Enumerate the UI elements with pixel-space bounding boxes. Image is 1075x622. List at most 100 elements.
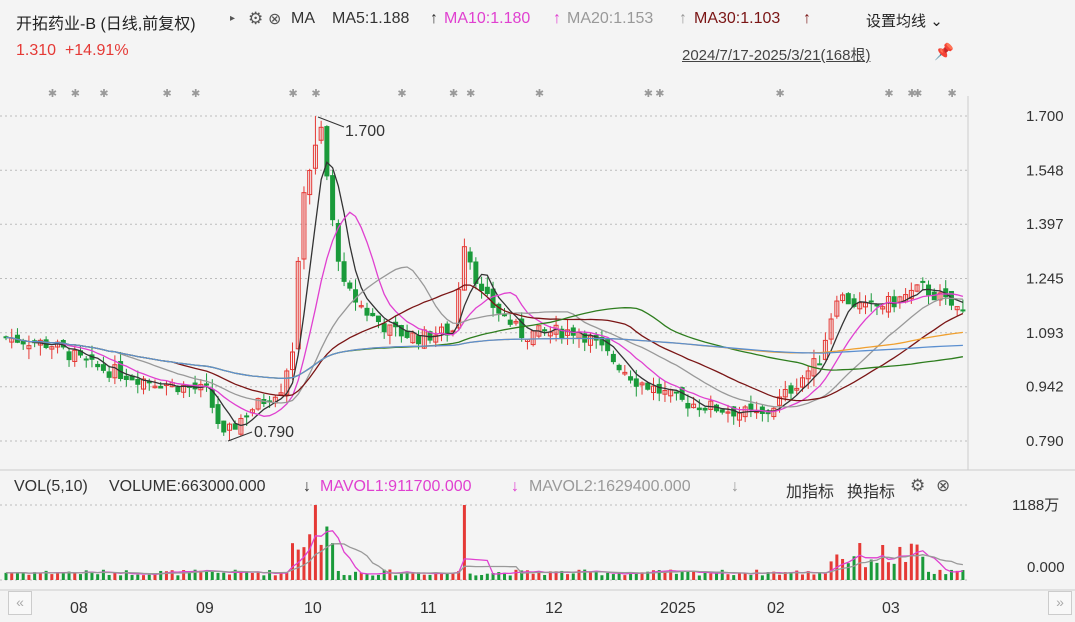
candle-body (960, 309, 966, 312)
price-annotations: 1.700 0.790 (227, 116, 385, 442)
ma5-value: MA5:1.188 (332, 10, 410, 27)
volume-bar (331, 543, 335, 580)
volume-bar (245, 571, 249, 580)
volume-bar (858, 543, 862, 580)
volume-bar (388, 569, 392, 580)
volume-bar (869, 559, 873, 580)
volume-bar (554, 571, 558, 580)
vol-title[interactable]: VOL(5,10) (14, 478, 88, 495)
candle-body (341, 261, 347, 282)
volume-bar (743, 573, 747, 580)
price-tick-label: 1.548 (1026, 162, 1064, 179)
volume-bar (720, 569, 724, 580)
volume-bar (451, 572, 455, 580)
scroll-left-icon[interactable]: « (8, 591, 32, 615)
candle-body (502, 314, 508, 317)
volume-bar (101, 569, 105, 580)
candle-body (794, 387, 800, 391)
scroll-right-icon[interactable]: » (1048, 591, 1072, 615)
volume-bar (783, 572, 787, 580)
volume-bar (342, 574, 346, 580)
volume-bar (800, 574, 804, 580)
volume-bar (222, 572, 226, 580)
event-marker-icon: ✱ (311, 88, 320, 100)
add-indicator-button[interactable]: 加指标 (786, 484, 835, 501)
volume-bar (686, 570, 690, 580)
candle-body (937, 292, 943, 301)
candle-body (358, 305, 364, 308)
candle-body (513, 320, 519, 324)
candle-body (885, 295, 891, 313)
volume-bar (394, 575, 398, 580)
candle-body (845, 293, 851, 305)
candle-body (696, 407, 702, 411)
volume-bar (365, 574, 369, 580)
volume-bars[interactable] (4, 505, 965, 580)
event-marker-icon: ✱ (466, 88, 475, 100)
candle-body (146, 381, 152, 384)
mavol1-line (5, 530, 963, 576)
volume-bar (417, 572, 421, 580)
volume-bar (892, 563, 896, 580)
candle-body (656, 383, 662, 394)
volume-bar (674, 573, 678, 580)
volume-bar (164, 571, 168, 580)
event-marker-icon: ✱ (947, 88, 956, 100)
pin-icon[interactable]: 📌 (934, 44, 954, 61)
volume-bar (497, 572, 501, 580)
low-arrow (227, 431, 253, 442)
time-tick-label: 02 (767, 600, 785, 617)
ma60-line (5, 307, 964, 379)
volume-bar (474, 575, 478, 580)
candle-body (398, 325, 404, 337)
candle-body (226, 423, 232, 431)
candle-body (650, 385, 656, 394)
price-tick-label: 1.700 (1026, 108, 1064, 125)
candle-body (507, 319, 513, 325)
candle-body (840, 294, 846, 302)
candle-body (857, 302, 863, 310)
volume-bar (646, 571, 650, 580)
volume-bar (491, 573, 495, 580)
candle-body (433, 334, 439, 343)
volume-bar (405, 571, 409, 580)
stock-title[interactable]: 开拓药业-B (日线,前复权) (16, 16, 196, 33)
close-icon[interactable]: ⊗ (268, 11, 282, 28)
gear-icon[interactable]: ⚙ (248, 9, 264, 28)
volume-bar (566, 574, 570, 580)
candle-body (410, 332, 416, 344)
low-label: 0.790 (254, 424, 294, 441)
volume-bar (548, 571, 552, 580)
volume-bar (411, 573, 415, 580)
volume-bar (256, 572, 260, 580)
volume-header: VOL(5,10) VOLUME:663000.000 ↓ MAVOL1:911… (0, 474, 1075, 501)
close-icon[interactable]: ⊗ (936, 476, 951, 495)
event-marker-icon: ✱ (776, 88, 785, 100)
chart-grid (0, 96, 1075, 591)
volume-bar (239, 571, 243, 580)
date-range[interactable]: 2024/7/17-2025/3/21(168根) (682, 47, 871, 64)
switch-indicator-button[interactable]: 换指标 (847, 484, 896, 501)
candle-body (244, 415, 250, 418)
candle-body (691, 403, 697, 409)
volume-bar (170, 570, 174, 580)
candle-body (748, 403, 754, 411)
volume-bar (881, 544, 885, 580)
caret-right-icon[interactable]: ▸ (230, 13, 236, 24)
volume-bar (525, 570, 529, 580)
high-label: 1.700 (345, 123, 385, 140)
gear-icon[interactable]: ⚙ (910, 476, 926, 495)
volume-bar (262, 575, 266, 580)
event-markers[interactable]: ✱ ✱ ✱ ✱ ✱ ✱ ✱ ✱ ✱ ✱ ✱ ✱ ✱ ✱ ✱ ✱✱ ✱ (48, 88, 957, 100)
volume-bar (205, 570, 209, 580)
price-tick-label: 0.790 (1026, 433, 1064, 450)
candle-body (822, 339, 828, 360)
ma5-line (5, 161, 964, 427)
volume-bar (371, 575, 375, 580)
volume-bar (313, 505, 317, 580)
ma-settings-button[interactable]: 设置均线 ⌄ (866, 10, 943, 31)
volume-bar (932, 573, 936, 580)
event-marker-icon: ✱ (99, 88, 108, 100)
candle-body (565, 329, 571, 336)
